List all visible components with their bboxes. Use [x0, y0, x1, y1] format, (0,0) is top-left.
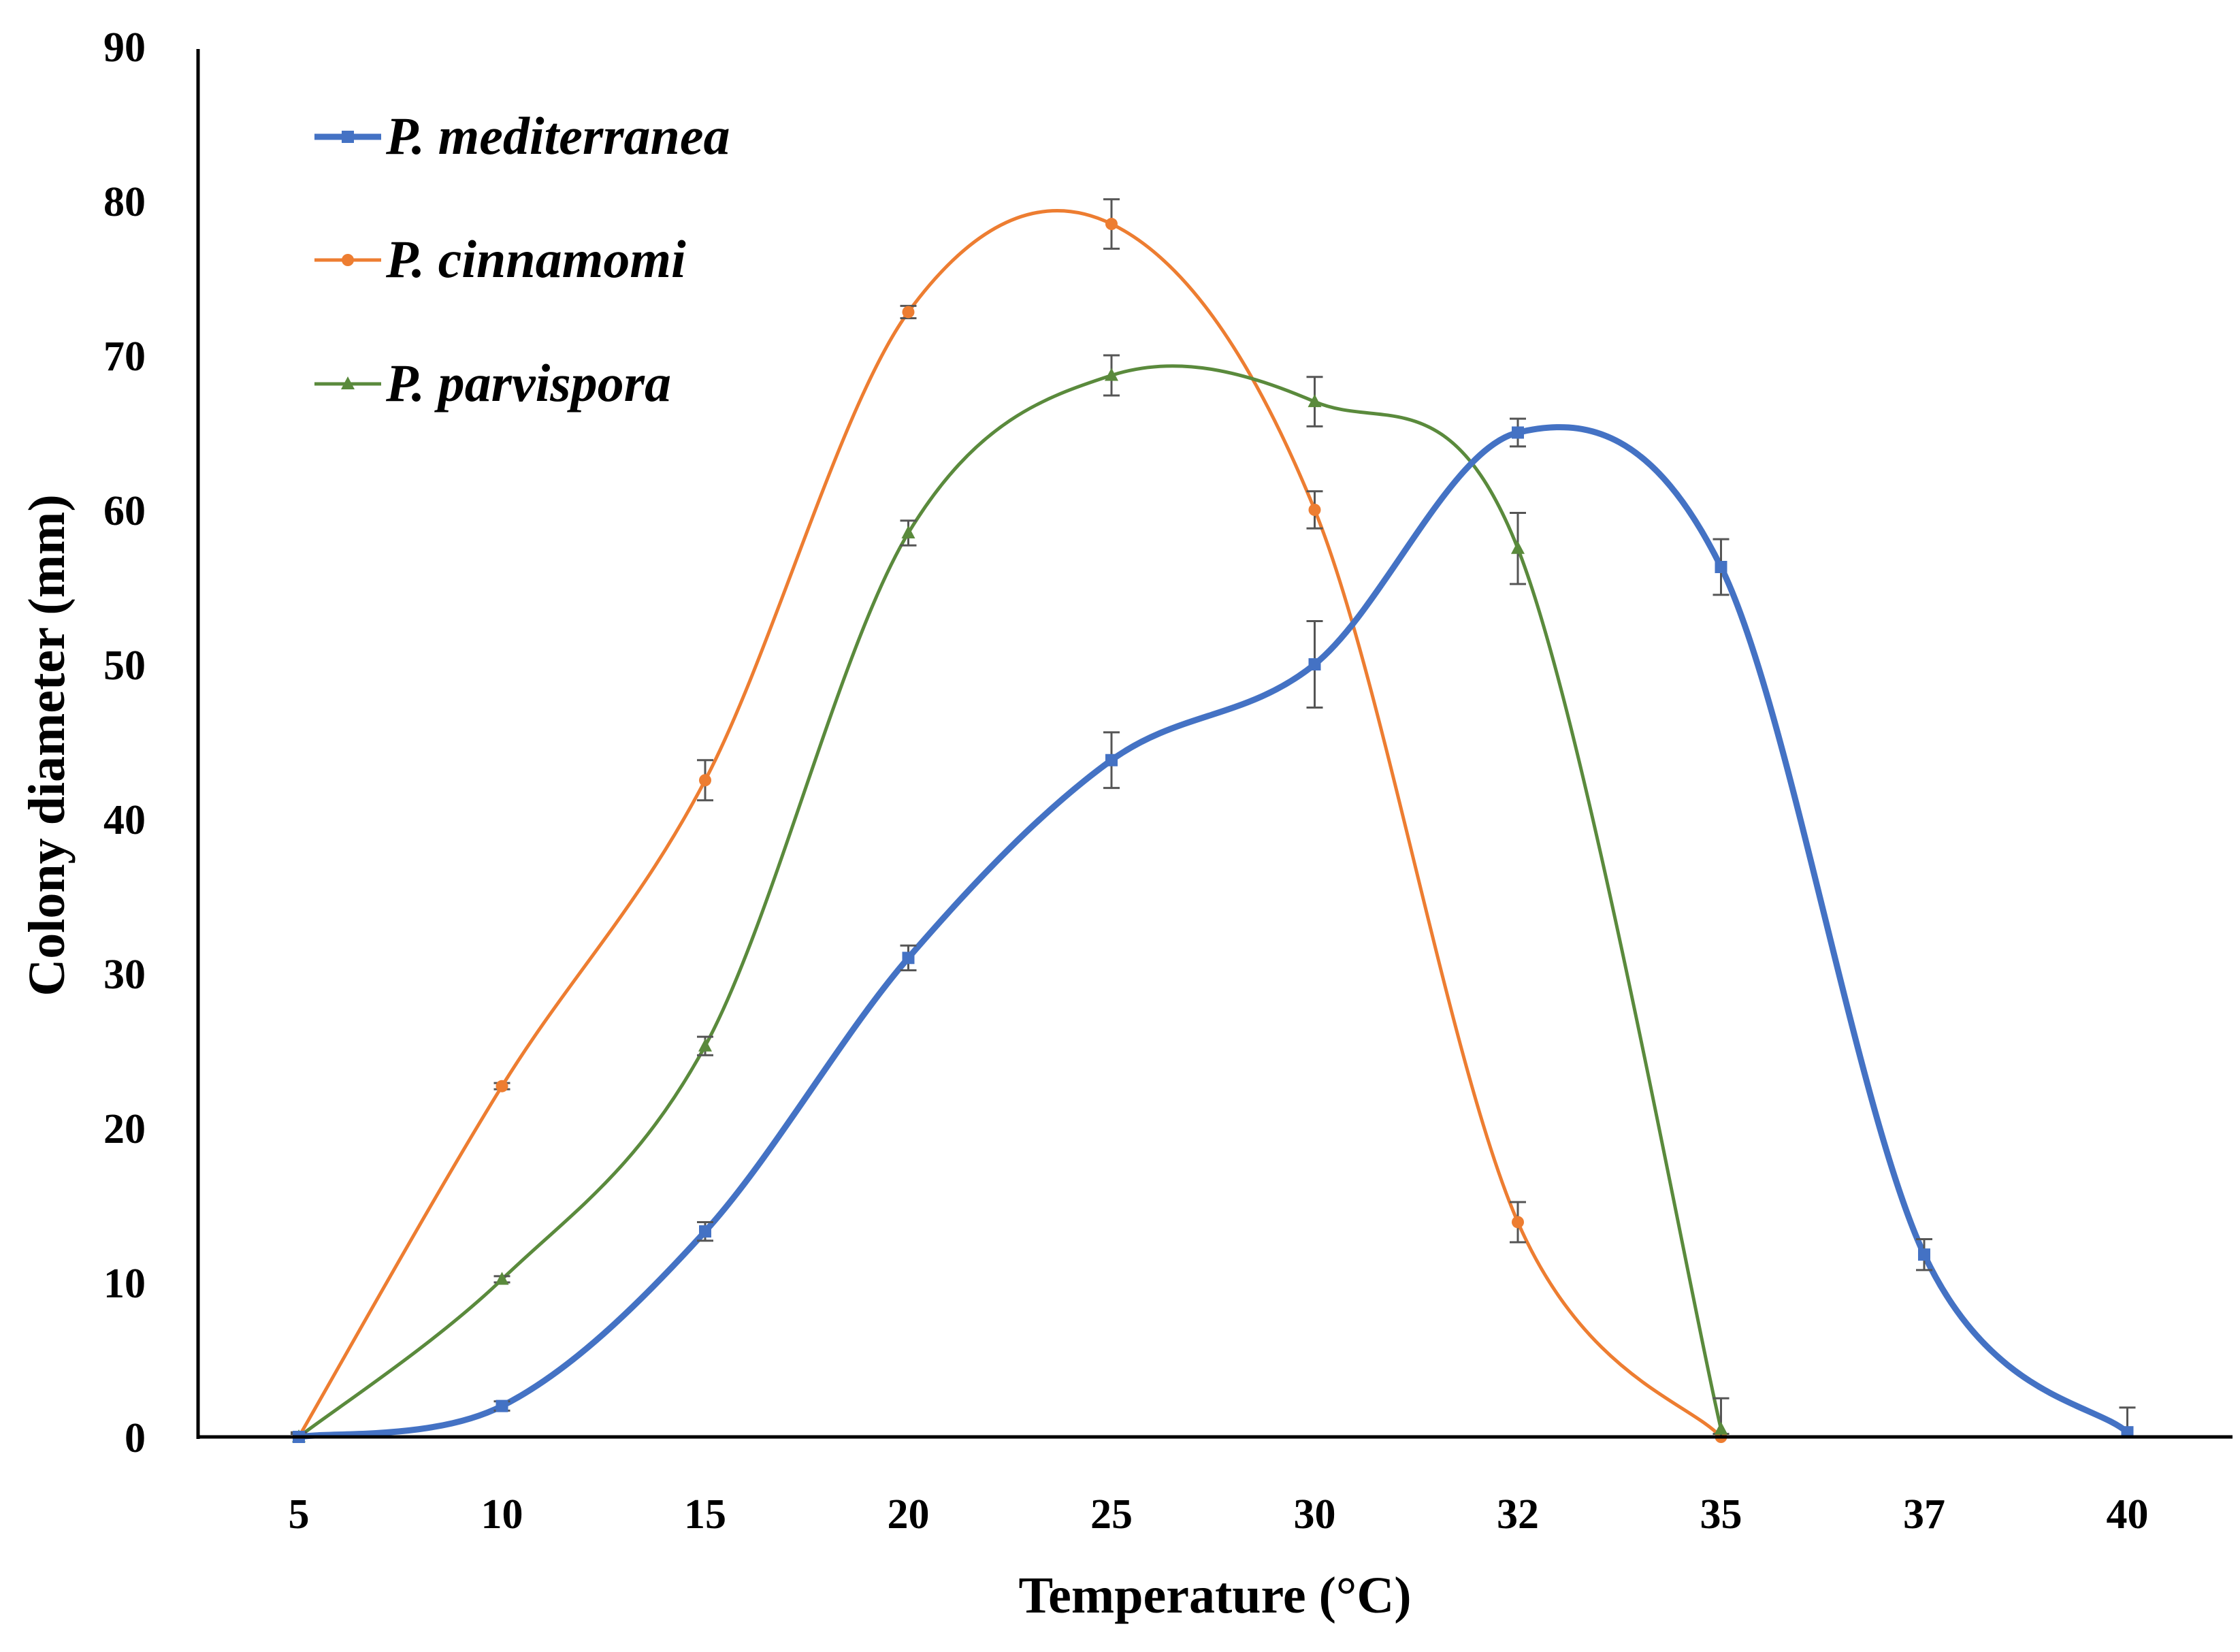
x-tick-label: 30	[1294, 1491, 1336, 1538]
legend: P. mediterranea P. cinnamomi P. parvispora	[314, 106, 730, 412]
y-tick-labels: 0 10 20 30 40 50 60 70 80 90	[103, 25, 146, 1461]
data-point-marker	[1511, 540, 1525, 554]
y-tick-label: 70	[103, 334, 146, 380]
data-point-marker	[1308, 658, 1321, 670]
data-point-marker	[1105, 754, 1118, 766]
data-point-marker	[1714, 1421, 1728, 1435]
data-point-marker	[495, 1272, 509, 1285]
x-tick-label: 32	[1497, 1491, 1539, 1538]
y-tick-label: 30	[103, 952, 146, 998]
y-tick-label: 40	[103, 797, 146, 843]
axes	[196, 49, 2233, 1439]
series-p-parvispora	[291, 354, 1730, 1442]
data-point-marker	[1105, 368, 1118, 381]
x-tick-label: 15	[684, 1491, 726, 1538]
y-axis-title: Colony diameter (mm)	[18, 494, 76, 996]
legend-item: P. parvispora	[314, 353, 671, 412]
legend-item: P. cinnamomi	[314, 229, 686, 289]
data-point-marker	[1715, 560, 1727, 573]
x-tick-labels: 5 10 15 20 25 30 32 35 37 40	[289, 1491, 2149, 1538]
data-point-marker	[342, 131, 354, 143]
series-line	[295, 424, 2130, 1440]
y-tick-label: 0	[125, 1415, 146, 1461]
data-point-marker	[1918, 1248, 1930, 1261]
legend-label: P. mediterranea	[385, 106, 730, 165]
legend-item: P. mediterranea	[314, 106, 730, 165]
x-tick-label: 37	[1903, 1491, 1945, 1538]
data-point-marker	[699, 1225, 711, 1238]
data-point-marker	[496, 1080, 508, 1092]
y-tick-label: 90	[103, 25, 146, 71]
x-axis-title: Temperature (°C)	[1018, 1567, 1411, 1624]
data-point-marker	[1105, 218, 1118, 231]
data-point-marker	[1512, 426, 1524, 439]
data-point-marker	[699, 774, 711, 787]
x-tick-label: 35	[1700, 1491, 1742, 1538]
data-point-marker	[1512, 1216, 1524, 1229]
data-point-marker	[698, 1038, 712, 1052]
data-point-marker	[342, 254, 354, 266]
data-point-marker	[341, 376, 355, 389]
y-tick-label: 80	[103, 179, 146, 225]
y-tick-label: 10	[103, 1261, 146, 1307]
data-point-marker	[1308, 504, 1321, 516]
x-tick-label: 40	[2107, 1491, 2149, 1538]
x-tick-label: 10	[481, 1491, 523, 1538]
legend-label: P. cinnamomi	[385, 229, 686, 289]
series-line	[297, 364, 1723, 1439]
data-point-marker	[902, 306, 915, 319]
x-tick-label: 5	[289, 1491, 310, 1538]
plot-area	[291, 198, 2136, 1443]
series-line	[297, 209, 1723, 1439]
x-tick-label: 20	[888, 1491, 930, 1538]
y-tick-label: 60	[103, 488, 146, 534]
data-point-marker	[902, 952, 915, 965]
y-tick-label: 50	[103, 643, 146, 689]
data-point-marker	[901, 525, 915, 539]
legend-label: P. parvispora	[385, 353, 671, 412]
x-tick-label: 25	[1090, 1491, 1133, 1538]
y-tick-label: 20	[103, 1106, 146, 1152]
data-point-marker	[1308, 394, 1322, 408]
series-p-mediterranea	[291, 417, 2136, 1443]
data-point-marker	[496, 1399, 508, 1412]
